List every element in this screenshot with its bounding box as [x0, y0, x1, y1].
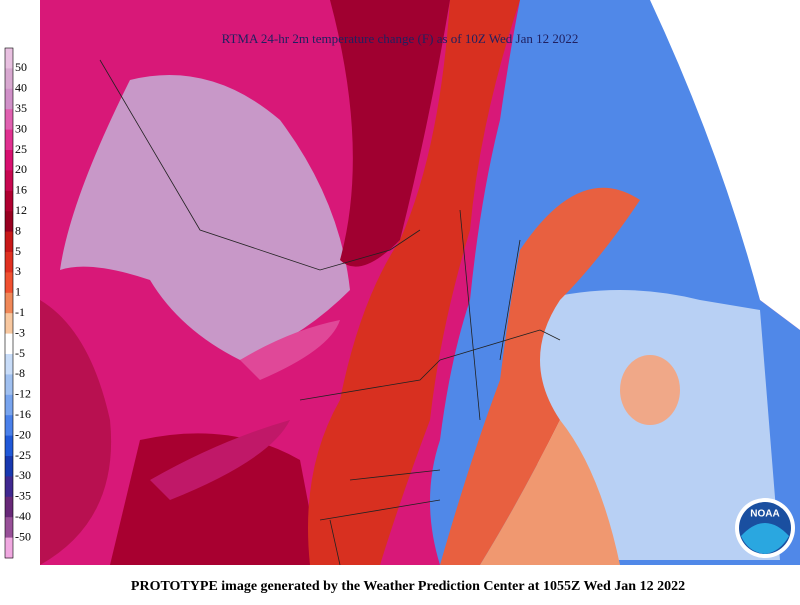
colorbar-label: 30: [15, 121, 27, 135]
colorbar-swatch: [5, 68, 13, 90]
colorbar-swatch: [5, 170, 13, 192]
colorbar-swatch: [5, 456, 13, 477]
warm-ocean: [440, 187, 640, 565]
colorbar-swatch: [5, 394, 13, 416]
colorbar-swatch: [5, 88, 13, 110]
colorbar-label: -16: [15, 407, 31, 421]
colorbar: 50 40 35 30 25 20 16 12 8 5 3 1 -1 -3 -5 -8 -12 -16 -20 -25…: [4, 47, 31, 559]
lake: [240, 320, 340, 380]
colorbar-swatch: [5, 496, 13, 518]
colorbar-label: -25: [15, 448, 31, 462]
footer: PROTOTYPE image generated by the Weather…: [131, 579, 685, 594]
colorbar-swatch: [5, 415, 13, 437]
colorbar-label: -35: [15, 489, 31, 503]
colorbar-swatch: [5, 476, 13, 498]
colorbar-swatch: [5, 252, 13, 273]
colorbar-label: -20: [15, 427, 31, 441]
colorbar-label: -3: [15, 325, 25, 339]
colorbar-swatch: [5, 333, 13, 355]
colorbar-label: -8: [15, 366, 25, 380]
colorbar-label: 16: [15, 183, 27, 197]
colorbar-label: 40: [15, 81, 27, 95]
colorbar-label: 12: [15, 203, 27, 217]
map: [40, 0, 800, 565]
colorbar-label: -5: [15, 346, 25, 360]
warm-ocean: [620, 355, 680, 425]
colorbar-swatch: [5, 354, 13, 375]
borders: [99, 59, 541, 521]
no-data: [650, 0, 800, 330]
colorbar-swatch: [5, 292, 13, 314]
noaa-logo: NOAA: [735, 498, 795, 558]
colorbar-label: 3: [15, 264, 21, 278]
borders: [329, 209, 561, 565]
warm-ocean: [480, 420, 620, 565]
colorbar-swatch: [5, 435, 13, 457]
warm-region: [40, 300, 112, 565]
title: RTMA 24-hr 2m temperature change (F) as …: [222, 31, 579, 46]
logo-wave: [741, 523, 789, 554]
warm-band: [330, 0, 450, 267]
colorbar-label: -50: [15, 529, 31, 543]
warm-core: [60, 75, 350, 360]
colorbar-swatch: [5, 517, 13, 539]
colorbar-swatch: [5, 272, 13, 294]
colorbar-label: 20: [15, 162, 27, 176]
warm-band: [308, 0, 520, 565]
colorbar-label: 8: [15, 223, 21, 237]
colorbar-swatch: [5, 190, 13, 212]
colorbar-label: 5: [15, 244, 21, 258]
colorbar-swatch: [5, 129, 13, 151]
colorbar-label: -40: [15, 509, 31, 523]
colorbar-swatch: [5, 48, 13, 69]
colorbar-swatch: [5, 211, 13, 233]
colorbar-swatch: [5, 231, 13, 253]
colorbar-swatch: [5, 313, 13, 335]
colorbar-label: 35: [15, 101, 27, 115]
colorbar-frame: [4, 47, 14, 559]
colorbar-swatch: [5, 150, 13, 171]
colorbar-label: -12: [15, 387, 31, 401]
colorbar-swatch: [5, 374, 13, 396]
colorbar-label: -1: [15, 305, 25, 319]
colorbar-label: -30: [15, 468, 31, 482]
colorbar-label: 1: [15, 285, 21, 299]
colorbar-swatch: [5, 109, 13, 131]
colorbar-label: 50: [15, 60, 27, 74]
colorbar-label: 25: [15, 142, 27, 156]
lake: [150, 420, 290, 500]
logo-text: NOAA: [750, 509, 779, 520]
warm-region: [110, 433, 320, 565]
colorbar-swatch: [5, 537, 13, 559]
